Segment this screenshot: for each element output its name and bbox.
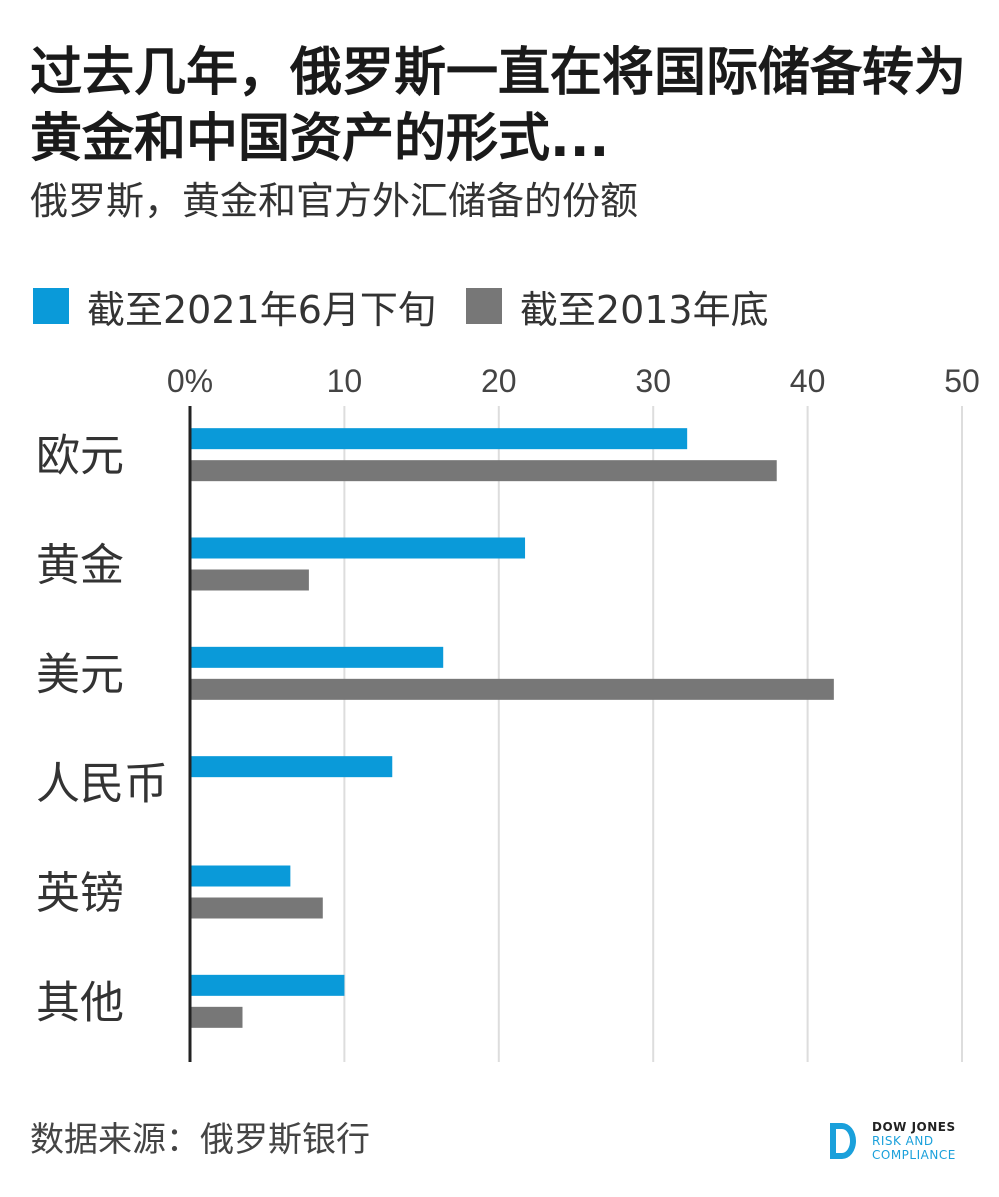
x-tick-label-1: 10 (327, 363, 363, 399)
category-label-2: 美元 (36, 649, 124, 700)
bar-其他-2021 (190, 974, 345, 996)
logo-line-risk-and: RISK AND (872, 1134, 934, 1148)
bar-美元-2021 (190, 646, 444, 668)
bar-欧元-2013 (190, 460, 777, 482)
dow-jones-logo: DOW JONES RISK AND COMPLIANCE (828, 1120, 956, 1162)
category-label-5: 其他 (36, 977, 124, 1028)
category-label-3: 人民币 (36, 759, 168, 810)
dow-jones-logo-icon (830, 1123, 856, 1159)
logo-line-compliance: COMPLIANCE (872, 1148, 956, 1162)
bar-英镑-2021 (190, 865, 291, 887)
legend-label-2013: 截至2013年底 (519, 287, 769, 332)
category-label-0: 欧元 (36, 431, 124, 482)
x-tick-label-3: 30 (635, 363, 671, 399)
legend-item-2013: 截至2013年底 (465, 279, 769, 334)
bar-其他-2013 (190, 1006, 243, 1028)
legend-swatch-2013 (465, 288, 502, 324)
logo-line-dow-jones: DOW JONES (872, 1120, 956, 1134)
x-tick-label-0: 0% (167, 363, 213, 399)
chart-title: 过去几年，俄罗斯一直在将国际储备转为黄金和中国资产的形式... (30, 43, 967, 169)
legend-label-2021: 截至2021年6月下旬 (87, 287, 436, 332)
chart-subtitle: 俄罗斯，黄金和官方外汇储备的份额 (30, 179, 639, 223)
source-note: 数据来源：俄罗斯银行 (30, 1120, 370, 1160)
bar-美元-2013 (190, 678, 834, 700)
x-tick-label-5: 50 (944, 363, 980, 399)
category-label-1: 黄金 (36, 540, 124, 591)
legend-item-2021: 截至2021年6月下旬 (33, 279, 436, 334)
bar-欧元-2021 (190, 428, 688, 450)
category-label-4: 英镑 (36, 868, 124, 919)
x-tick-label-2: 20 (481, 363, 517, 399)
bar-黄金-2021 (190, 537, 526, 559)
legend: 截至2021年6月下旬 截至2013年底 (33, 278, 799, 334)
x-tick-label-4: 40 (790, 363, 826, 399)
bar-英镑-2013 (190, 897, 323, 919)
legend-swatch-2021 (33, 288, 69, 324)
bar-人民币-2021 (190, 756, 393, 778)
bar-黄金-2013 (190, 569, 309, 591)
